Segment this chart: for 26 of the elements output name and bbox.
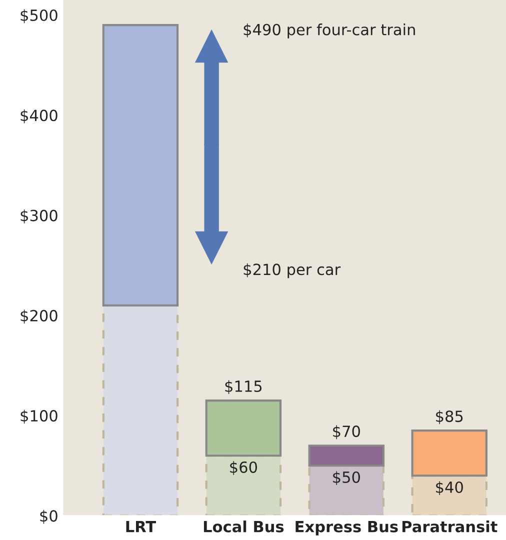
y-tick-label: $0 — [40, 510, 58, 524]
y-tick-label: $500 — [20, 9, 58, 24]
total-label: $85 — [436, 410, 463, 424]
y-tick-label: $400 — [20, 109, 58, 124]
x-tick-label: LRT — [126, 521, 156, 532]
y-tick-label: $100 — [20, 410, 58, 424]
y-tick-label: $300 — [20, 209, 58, 224]
total-label: $70 — [333, 425, 360, 440]
annotation: $210 per car — [244, 263, 341, 278]
bar — [308, 444, 385, 467]
bar — [205, 400, 282, 457]
x-tick-label: Local Bus — [204, 520, 284, 532]
bar — [205, 454, 282, 516]
x-tick-label: Express Bus — [296, 521, 398, 536]
annotation: $490 per four-car train — [244, 24, 415, 38]
bar — [102, 304, 179, 516]
bar — [102, 24, 179, 306]
y-tick-label: $200 — [20, 310, 58, 324]
bar — [308, 464, 385, 516]
data-label: $40 — [436, 481, 463, 496]
data-label: $50 — [333, 471, 360, 486]
data-label: $60 — [230, 461, 258, 476]
bar — [411, 430, 488, 477]
x-tick-label: Paratransit — [402, 520, 498, 532]
bar — [411, 474, 488, 516]
total-label: $115 — [225, 380, 262, 394]
